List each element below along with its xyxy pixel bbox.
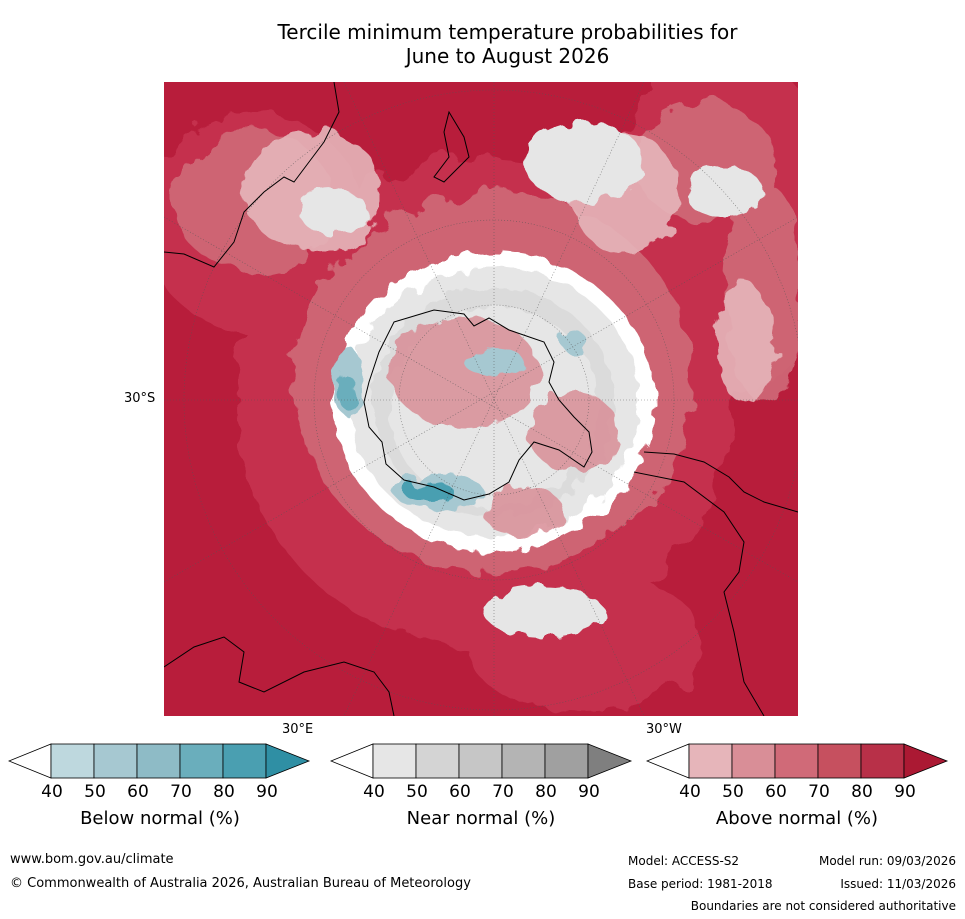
colorbar-tick-label: 70 (492, 782, 514, 802)
model-run-text: Model run: 09/03/2026 (818, 854, 956, 868)
map-title: Tercile minimum temperature probabilitie… (200, 20, 815, 68)
colorbar-near-normal (330, 743, 633, 779)
base-period-text: Base period: 1981-2018 (628, 877, 773, 891)
colorbar-segment (372, 743, 417, 779)
colorbar-segment (817, 743, 862, 779)
colorbar-lower-extend (330, 743, 374, 779)
colorbar-tick-label: 50 (722, 782, 744, 802)
colorbar-segment (774, 743, 819, 779)
longitude-label-30w: 30°W (646, 722, 682, 737)
disclaimer-text: Boundaries are not considered authoritat… (690, 899, 956, 913)
colorbar-tick-label: 40 (41, 782, 63, 802)
australia-outline (164, 82, 340, 268)
colorbar-below-normal-label: Below normal (%) (80, 808, 240, 829)
colorbar-tick-label: 80 (851, 782, 873, 802)
colorbar-below-normal (8, 743, 311, 779)
colorbar-upper-extend (587, 743, 633, 779)
colorbar-segment (50, 743, 95, 779)
colorbar-segment (222, 743, 267, 779)
colorbar-tick-label: 90 (256, 782, 278, 802)
south-america-outline (633, 451, 798, 716)
colorbar-upper-extend (903, 743, 949, 779)
website-text: www.bom.gov.au/climate (10, 852, 174, 867)
colorbar-tick-label: 60 (127, 782, 149, 802)
colorbar-above-normal (646, 743, 949, 779)
longitude-label-30e: 30°E (282, 722, 314, 737)
antarctica-outline (363, 309, 593, 501)
colorbar-segment (179, 743, 224, 779)
copyright-text: © Commonwealth of Australia 2026, Austra… (10, 876, 471, 891)
colorbar-tick-label: 50 (406, 782, 428, 802)
colorbar-segment (731, 743, 776, 779)
colorbar-tick-label: 80 (213, 782, 235, 802)
colorbar-segment (860, 743, 905, 779)
map-title-line2: June to August 2026 (405, 44, 610, 68)
colorbar-segment (501, 743, 546, 779)
antarctic-above-normal-interior (389, 317, 619, 537)
latitude-label-30s: 30°S (124, 391, 156, 406)
colorbar-tick-label: 70 (170, 782, 192, 802)
colorbar-tick-label: 40 (679, 782, 701, 802)
map-title-line1: Tercile minimum temperature probabilitie… (277, 20, 738, 44)
colorbar-lower-extend (646, 743, 690, 779)
colorbar-segment (136, 743, 181, 779)
colorbar-segment (458, 743, 503, 779)
issued-text: Issued: 11/03/2026 (840, 877, 956, 891)
colorbar-tick-label: 60 (765, 782, 787, 802)
colorbar-segment (688, 743, 733, 779)
colorbar-tick-label: 50 (84, 782, 106, 802)
graticule-lines (164, 82, 798, 716)
colorbar-tick-label: 40 (363, 782, 385, 802)
colorbar-segment (93, 743, 138, 779)
colorbar-segment (544, 743, 589, 779)
africa-outline (164, 636, 395, 716)
model-text: Model: ACCESS-S2 (628, 854, 740, 868)
colorbar-near-normal-label: Near normal (%) (406, 808, 556, 829)
colorbar-tick-label: 90 (894, 782, 916, 802)
colorbar-tick-label: 60 (449, 782, 471, 802)
polar-probability-map (164, 82, 798, 716)
colorbar-segment (415, 743, 460, 779)
colorbar-tick-label: 80 (535, 782, 557, 802)
colorbar-upper-extend (265, 743, 311, 779)
colorbar-tick-label: 70 (808, 782, 830, 802)
colorbar-tick-label: 90 (578, 782, 600, 802)
colorbar-lower-extend (8, 743, 52, 779)
new-zealand-outline (433, 110, 470, 183)
colorbar-above-normal-label: Above normal (%) (715, 808, 879, 829)
